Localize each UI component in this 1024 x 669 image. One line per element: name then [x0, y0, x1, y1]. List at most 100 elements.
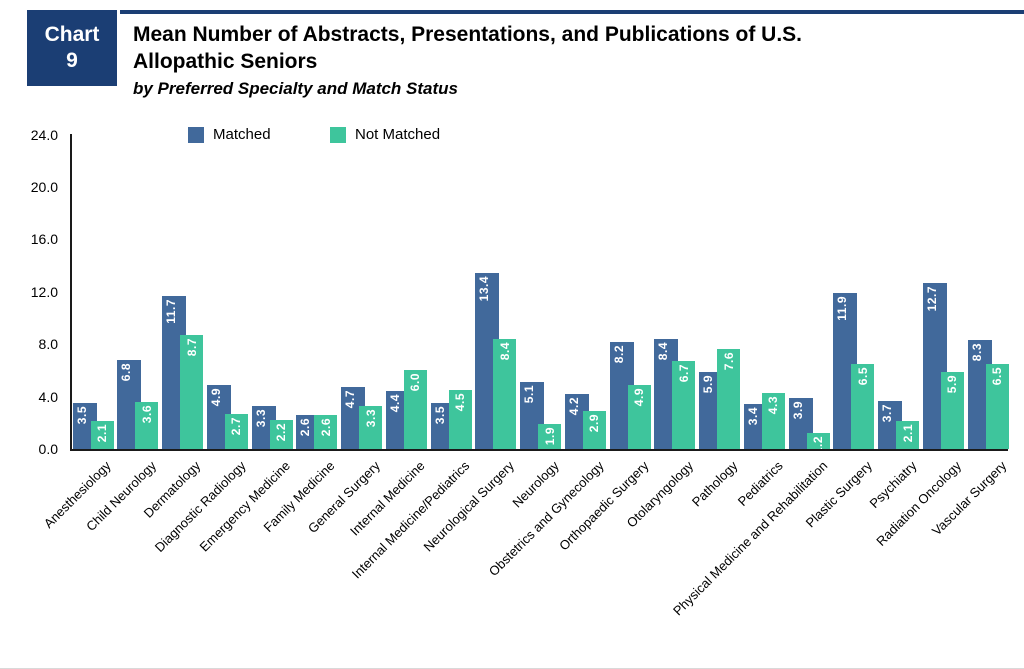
- bar-value-label-wrap: 2.1: [896, 424, 919, 442]
- header-divider-rule: [120, 10, 1024, 14]
- bar-value-label: 2.1: [900, 424, 915, 443]
- bar-value-label: 3.6: [139, 405, 154, 424]
- bar-value-label: 5.9: [701, 375, 715, 394]
- bar-not-matched: 2.6: [314, 415, 338, 449]
- bar-value-label: 3.9: [790, 401, 805, 420]
- bar-not-matched: 2.9: [582, 411, 606, 449]
- bar-not-matched: 4.9: [627, 385, 651, 449]
- bar-not-matched: 5.9: [940, 372, 964, 449]
- bar-value-label: 2.7: [229, 417, 244, 436]
- bar-value-label-wrap: 5.9: [941, 375, 964, 393]
- bar-not-matched: 6.5: [851, 364, 875, 449]
- bar-value-label-wrap: 2.1: [91, 424, 114, 442]
- bar-value-label: 2.6: [298, 418, 313, 437]
- category-label: Neurological Surgery: [420, 458, 517, 555]
- bar-value-label-wrap: 3.3: [252, 409, 270, 427]
- bar-value-label: 4.2: [566, 397, 581, 416]
- y-axis-tick-label: 4.0: [38, 388, 58, 405]
- bar-not-matched: 7.6: [717, 349, 740, 449]
- bar-value-label-wrap: 6.0: [404, 373, 427, 391]
- bar-value-label-wrap: 2.7: [225, 417, 248, 435]
- bar-not-matched: 6.0: [403, 370, 427, 449]
- y-axis-tick-label: 8.0: [38, 336, 58, 353]
- bar-value-label: 4.4: [387, 394, 402, 413]
- bar-value-label: 1.2: [811, 436, 825, 449]
- bar-value-label: 4.5: [453, 393, 467, 412]
- bar-not-matched: 2.1: [896, 421, 919, 449]
- bar-value-label: 11.9: [835, 296, 850, 321]
- bar-value-label: 6.5: [990, 367, 1004, 386]
- bar-value-label: 1.9: [542, 427, 557, 446]
- bar-not-matched: 2.1: [90, 421, 114, 449]
- bar-value-label: 7.6: [721, 352, 736, 371]
- bar-value-label: 2.2: [274, 423, 288, 442]
- bar-not-matched: 1.2: [806, 433, 830, 449]
- bar-value-label-wrap: 13.4: [475, 276, 493, 301]
- bar-value-label: 8.4: [656, 342, 671, 361]
- bar-value-label: 11.7: [164, 299, 178, 324]
- bar-value-label-wrap: 4.9: [207, 388, 225, 406]
- bar-value-label-wrap: 4.9: [628, 388, 651, 406]
- bar-value-label: 13.4: [477, 276, 492, 302]
- bar-value-label-wrap: 2.6: [314, 418, 337, 436]
- bar-value-label: 5.9: [945, 375, 960, 394]
- chart-title-line2: Allopathic Seniors: [133, 50, 318, 74]
- bar-value-label-wrap: 2.2: [270, 423, 293, 441]
- bar-value-label: 6.8: [119, 363, 134, 382]
- y-axis-tick-label: 0.0: [38, 441, 58, 457]
- bar-value-label-wrap: 6.5: [851, 367, 874, 385]
- title-block: Mean Number of Abstracts, Presentations,…: [133, 21, 1013, 101]
- bar-value-label: 3.7: [880, 404, 894, 423]
- bar-value-label-wrap: 4.7: [341, 390, 359, 408]
- bar-not-matched: 3.3: [359, 406, 382, 449]
- bar-not-matched: 4.5: [448, 390, 472, 449]
- bar-value-label: 6.7: [676, 364, 691, 383]
- y-axis-tick-label: 20.0: [30, 179, 58, 195]
- bar-value-label-wrap: 8.2: [610, 345, 628, 363]
- bar-value-label-wrap: 8.7: [180, 338, 203, 356]
- bar-value-label-wrap: 12.7: [923, 286, 941, 311]
- bar-not-matched: 6.5: [985, 364, 1009, 449]
- bar-value-label-wrap: 4.5: [449, 393, 472, 411]
- bar-value-label-wrap: 6.8: [117, 363, 135, 381]
- bar-value-label-wrap: 8.3: [968, 343, 986, 361]
- bar-value-label-wrap: 6.7: [672, 364, 695, 382]
- bar-not-matched: 2.2: [269, 420, 293, 449]
- bar-value-label-wrap: 3.4: [744, 407, 762, 425]
- bar-value-label: 4.9: [632, 388, 646, 407]
- bar-value-label-wrap: 8.4: [493, 342, 516, 360]
- bar-value-label-wrap: 5.9: [699, 375, 717, 393]
- legend-item-matched: Matched: [188, 126, 271, 143]
- bar-value-label-wrap: 3.9: [789, 401, 807, 419]
- bar-not-matched: 4.3: [761, 393, 785, 449]
- bar-value-label: 2.6: [318, 418, 333, 437]
- chart-title-line1: Mean Number of Abstracts, Presentations,…: [133, 23, 803, 46]
- category-label: Radiation Oncology: [873, 458, 965, 549]
- bar-value-label: 2.1: [95, 424, 109, 443]
- legend-label-not-matched: Not Matched: [355, 126, 441, 143]
- bar-value-label: 3.3: [253, 409, 268, 428]
- bar-value-label: 8.7: [184, 338, 199, 357]
- bar-value-label: 6.0: [408, 373, 423, 392]
- x-axis-line: [70, 449, 1008, 451]
- bar-not-matched: 1.9: [538, 424, 561, 449]
- bar-value-label-wrap: 4.4: [386, 394, 404, 412]
- bar-value-label-wrap: 2.6: [296, 418, 314, 436]
- y-axis-tick-label: 12.0: [30, 283, 58, 300]
- bar-value-label: 2.9: [587, 414, 602, 433]
- bar-value-label: 3.3: [363, 409, 378, 428]
- not-matched-color-swatch: [330, 126, 346, 143]
- chart-subtitle: by Preferred Specialty and Match Status: [133, 78, 458, 98]
- bar-not-matched: 8.4: [493, 339, 517, 449]
- matched-color-swatch: [188, 126, 204, 143]
- legend-label-matched: Matched: [213, 126, 271, 143]
- bar-value-label: 4.3: [766, 396, 781, 415]
- chart-badge-number: 9: [66, 49, 78, 72]
- bar-value-label: 5.1: [522, 385, 536, 404]
- bar-value-label-wrap: 5.1: [520, 385, 538, 403]
- bar-not-matched: 3.6: [135, 402, 159, 449]
- bar-value-label: 4.9: [208, 388, 223, 407]
- category-label: Pathology: [689, 458, 741, 510]
